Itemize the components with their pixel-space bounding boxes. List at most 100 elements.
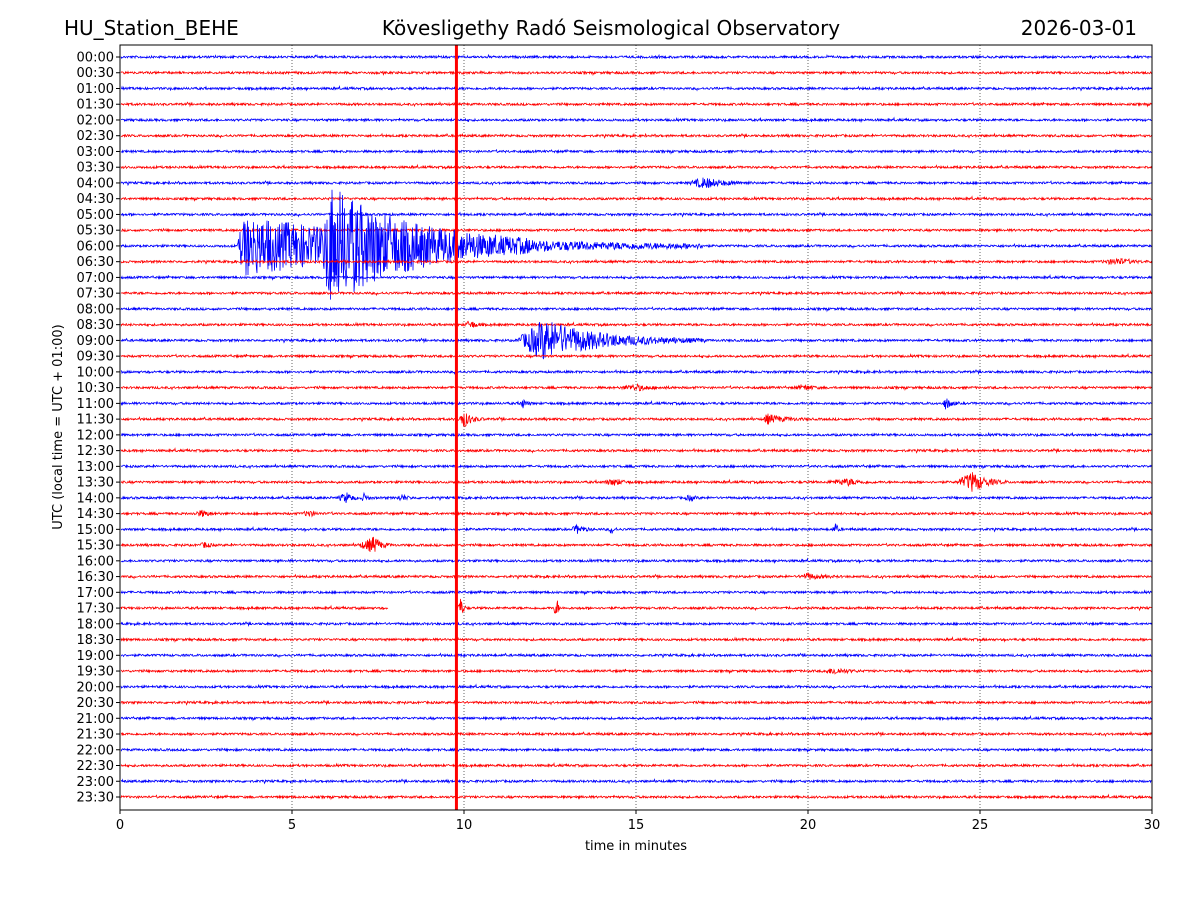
x-tick-label: 5: [288, 818, 296, 833]
y-tick-label: 16:00: [77, 554, 114, 569]
chart-date: 2026-03-01: [1021, 16, 1137, 40]
trace-23:00: [120, 778, 1152, 785]
trace-05:00: [120, 211, 1152, 218]
trace-05:30: [121, 227, 1152, 234]
y-tick-label: 01:30: [77, 98, 114, 113]
trace-14:30: [120, 509, 1152, 518]
trace-16:00: [120, 557, 1152, 565]
x-axis-label: time in minutes: [585, 839, 687, 854]
trace-11:30: [120, 413, 1152, 428]
trace-21:30: [120, 730, 1152, 738]
trace-06:30: [120, 257, 1152, 266]
y-tick-label: 17:00: [77, 586, 114, 601]
y-tick-label: 18:30: [77, 633, 114, 648]
y-tick-label: 23:30: [77, 791, 114, 806]
y-tick-label: 15:30: [77, 539, 114, 554]
grid-lines: [291, 45, 981, 810]
y-tick-label: 01:00: [77, 82, 114, 97]
y-tick-label: 00:30: [77, 66, 114, 81]
y-tick-label: 05:00: [77, 208, 114, 223]
y-tick-label: 21:30: [77, 728, 114, 743]
y-tick-label: 21:00: [77, 712, 114, 727]
y-axis-label: UTC (local time = UTC + 01:00): [51, 324, 66, 529]
trace-02:00: [120, 116, 1152, 124]
trace-07:30: [120, 290, 1152, 297]
y-axis: 00:0000:3001:0001:3002:0002:3003:0003:30…: [77, 51, 120, 806]
trace-16:30: [120, 572, 1152, 580]
y-tick-label: 02:30: [77, 129, 114, 144]
y-tick-label: 15:00: [77, 523, 114, 538]
y-tick-label: 08:00: [77, 302, 114, 317]
y-tick-label: 04:00: [77, 176, 114, 191]
y-tick-label: 16:30: [77, 570, 114, 585]
trace-21:00: [120, 714, 1152, 722]
y-tick-label: 07:00: [77, 271, 114, 286]
trace-03:00: [120, 148, 1152, 155]
trace-15:30: [120, 536, 1152, 553]
y-tick-label: 03:00: [77, 145, 114, 160]
y-tick-label: 09:00: [77, 334, 114, 349]
trace-04:30: [120, 195, 1152, 202]
trace-18:00: [120, 620, 1152, 628]
trace-00:30: [120, 70, 1152, 77]
y-tick-label: 20:30: [77, 696, 114, 711]
station-name: HU_Station_BEHE: [64, 16, 239, 40]
x-tick-label: 30: [1144, 818, 1161, 833]
y-tick-label: 23:00: [77, 775, 114, 790]
y-tick-label: 13:00: [77, 460, 114, 475]
y-tick-label: 10:30: [77, 381, 114, 396]
y-tick-label: 05:30: [77, 224, 114, 239]
y-tick-label: 00:00: [77, 51, 114, 66]
y-tick-label: 08:30: [77, 318, 114, 333]
trace-02:30: [120, 132, 1152, 139]
trace-04:00: [120, 177, 1152, 188]
trace-08:00: [120, 306, 1152, 313]
x-tick-label: 15: [628, 818, 645, 833]
chart-title: Kövesligethy Radó Seismological Observat…: [382, 16, 840, 40]
y-tick-label: 04:30: [77, 192, 114, 207]
trace-00:00: [120, 53, 1152, 60]
trace-19:30: [120, 667, 1152, 675]
trace-09:00: [120, 322, 1152, 360]
trace-22:30: [120, 762, 1152, 769]
y-tick-label: 06:00: [77, 239, 114, 254]
y-tick-label: 20:00: [77, 680, 114, 695]
trace-12:30: [120, 447, 1152, 454]
x-axis: 0 5 10 15 20 25 30: [116, 810, 1160, 833]
y-tick-label: 03:30: [77, 161, 114, 176]
y-tick-label: 17:30: [77, 602, 114, 617]
trace-11:00: [120, 398, 1152, 410]
trace-01:00: [120, 85, 1152, 92]
y-tick-label: 14:00: [77, 491, 114, 506]
x-tick-label: 20: [800, 818, 817, 833]
trace-17:30: [120, 598, 1152, 614]
trace-14:00: [120, 491, 1152, 503]
y-tick-label: 06:30: [77, 255, 114, 270]
x-tick-label: 0: [116, 818, 124, 833]
y-tick-label: 12:30: [77, 444, 114, 459]
trace-22:00: [120, 747, 1152, 754]
y-tick-label: 10:00: [77, 365, 114, 380]
traces: [120, 53, 1152, 801]
x-tick-label: 25: [972, 818, 989, 833]
y-tick-label: 18:00: [77, 617, 114, 632]
trace-17:00: [120, 589, 1152, 596]
y-tick-label: 22:00: [77, 743, 114, 758]
y-tick-label: 12:00: [77, 428, 114, 443]
trace-06:00: [120, 189, 1152, 300]
y-tick-label: 09:30: [77, 350, 114, 365]
trace-07:00: [120, 273, 1152, 281]
trace-01:30: [120, 101, 1152, 108]
trace-13:00: [120, 463, 1152, 470]
trace-15:00: [120, 523, 1152, 534]
trace-20:30: [120, 699, 1152, 706]
y-tick-label: 02:00: [77, 113, 114, 128]
trace-13:30: [120, 472, 1152, 492]
trace-08:30: [120, 320, 1152, 328]
y-tick-label: 07:30: [77, 287, 114, 302]
y-tick-label: 22:30: [77, 759, 114, 774]
trace-10:00: [120, 368, 1152, 376]
y-tick-label: 19:00: [77, 649, 114, 664]
trace-03:30: [120, 163, 1152, 171]
